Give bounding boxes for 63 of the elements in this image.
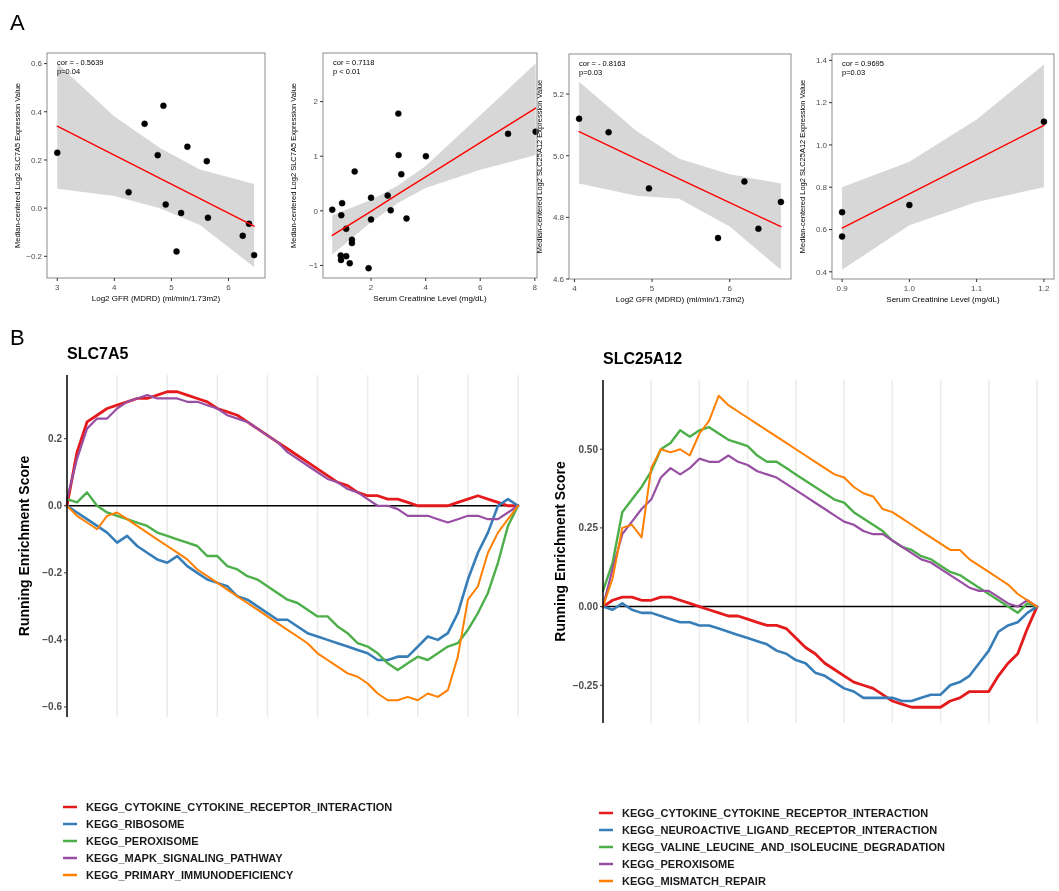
- x-tick-label: 6: [478, 283, 483, 292]
- y-tick-label: 1.4: [815, 56, 828, 66]
- y-axis-title: Running Enrichment Score: [552, 461, 568, 642]
- y-tick-label: 1: [313, 152, 319, 162]
- x-axis-title: Log2 GFR (MDRD) (ml/min/1.73m2): [615, 295, 745, 304]
- y-tick-label: −0.2: [26, 252, 43, 262]
- y-tick-label: 0.4: [815, 267, 828, 277]
- x-tick-label: 1.1: [971, 284, 983, 293]
- legend-label: KEGG_RIBOSOME: [86, 817, 185, 830]
- y-tick-label: −0.6: [42, 701, 63, 713]
- legend-label: KEGG_MAPK_SIGNALING_PATHWAY: [86, 851, 284, 864]
- x-tick-label: 6: [226, 283, 232, 292]
- legend-label: KEGG_CYTOKINE_CYTOKINE_RECEPTOR_INTERACTION: [622, 806, 929, 819]
- x-tick-label: 1.0: [903, 284, 916, 293]
- x-tick-label: 6: [727, 284, 733, 293]
- chart-title: A: [10, 10, 25, 35]
- y-tick-label: 0.2: [30, 155, 43, 165]
- y-tick-label: −0.4: [42, 634, 63, 646]
- y-tick-label: 0.25: [578, 522, 599, 534]
- x-tick-label: 4: [423, 283, 429, 292]
- y-tick-label: 5.0: [552, 151, 565, 161]
- y-tick-label: 0.50: [578, 443, 599, 455]
- y-tick-label: 0.4: [30, 107, 43, 117]
- x-tick-label: 4: [572, 284, 578, 293]
- y-tick-label: −0.2: [42, 567, 63, 579]
- y-tick-label: 1.0: [815, 140, 828, 150]
- y-tick-label: 4.8: [552, 213, 565, 223]
- legend-label: KEGG_VALINE_LEUCINE_AND_ISOLEUCINE_DEGRADATION: [622, 840, 945, 853]
- x-tick-label: 8: [532, 283, 538, 292]
- y-tick-label: 2: [313, 97, 319, 107]
- x-tick-label: 4: [112, 283, 118, 292]
- x-tick-label: 5: [169, 283, 175, 292]
- x-tick-label: 5: [649, 284, 655, 293]
- legend-label: KEGG_CYTOKINE_CYTOKINE_RECEPTOR_INTERACTION: [86, 800, 393, 813]
- chart-title: SLC25A12: [603, 350, 683, 367]
- x-tick-label: 2: [368, 283, 374, 292]
- legend-label: KEGG_PEROXISOME: [622, 857, 735, 870]
- y-tick-label: 1.2: [815, 98, 828, 108]
- x-tick-label: 3: [55, 283, 61, 292]
- legend-label: KEGG_NEUROACTIVE_LIGAND_RECEPTOR_INTERACTION: [622, 823, 938, 836]
- y-tick-label: −0.25: [572, 679, 599, 691]
- legend-label: KEGG_PRIMARY_IMMUNODEFICIENCY: [86, 868, 295, 881]
- text: B: [10, 325, 25, 350]
- y-tick-label: 0.6: [815, 225, 828, 235]
- x-axis-title: Log2 GFR (MDRD) (ml/min/1.73m2): [91, 294, 221, 303]
- y-tick-label: 4.6: [552, 274, 565, 284]
- y-tick-label: 0.2: [48, 433, 63, 445]
- x-axis-title: Serum Creatinine Level (mg/dL): [373, 294, 488, 303]
- legend-label: KEGG_PEROXISOME: [86, 834, 199, 847]
- y-tick-label: 0.8: [815, 183, 828, 193]
- x-tick-label: 1.2: [1038, 284, 1051, 293]
- y-tick-label: 0.00: [578, 601, 599, 613]
- legend-label: KEGG_MISMATCH_REPAIR: [622, 874, 766, 887]
- x-tick-label: 0.9: [836, 284, 849, 293]
- x-axis-title: Serum Creatinine Level (mg/dL): [886, 295, 1001, 304]
- y-tick-label: 0.6: [30, 59, 43, 69]
- y-tick-label: 0.0: [48, 500, 63, 512]
- y-tick-label: 0: [313, 206, 319, 216]
- y-tick-label: 5.2: [552, 89, 565, 99]
- y-tick-label: 0.0: [30, 203, 43, 213]
- y-tick-label: −1: [308, 261, 319, 271]
- y-axis-title: Running Enrichment Score: [16, 455, 32, 637]
- chart-title: SLC7A5: [67, 345, 129, 362]
